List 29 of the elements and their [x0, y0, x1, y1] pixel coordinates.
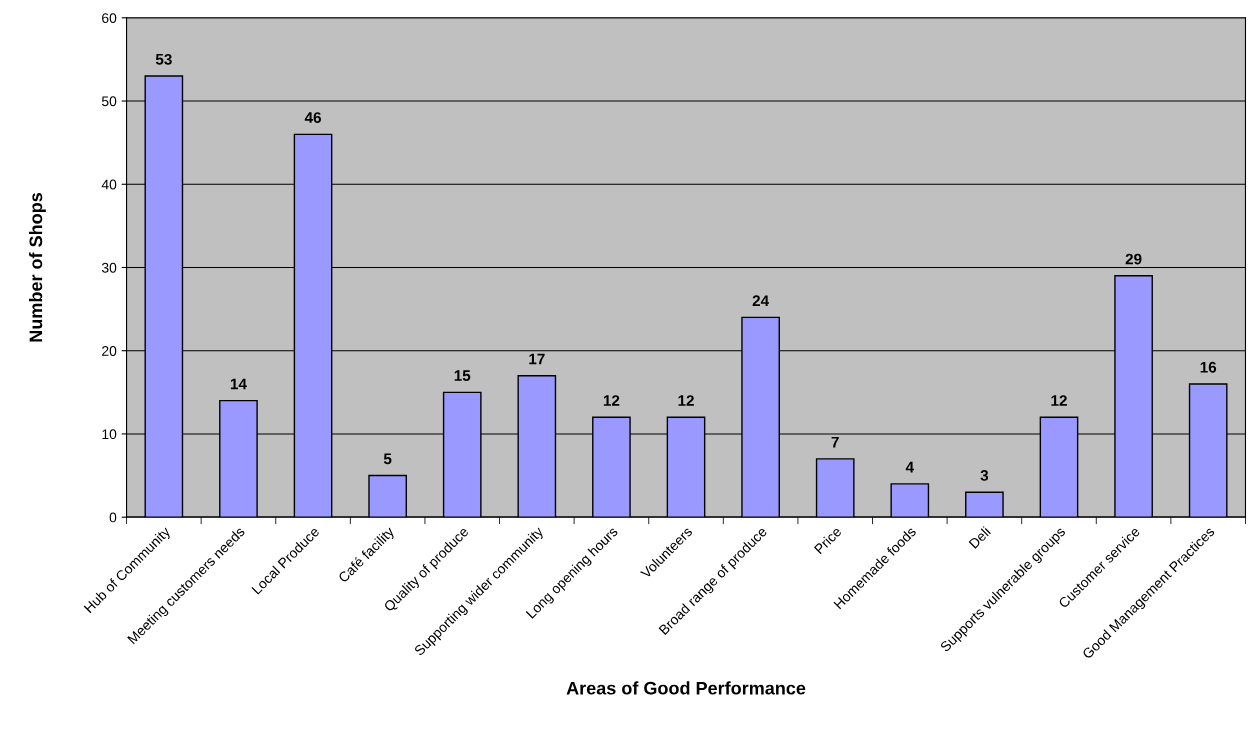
y-tick-label: 60	[102, 13, 117, 23]
y-axis-title: Number of Shops	[29, 192, 46, 342]
y-tick-label: 20	[102, 346, 117, 356]
data-label: 5	[383, 453, 392, 465]
bar	[890, 483, 930, 518]
data-label: 15	[454, 370, 471, 381]
y-tick-label: 0	[109, 512, 117, 523]
data-label: 12	[603, 395, 620, 406]
data-label: 3	[980, 470, 989, 481]
data-label: 16	[1200, 361, 1217, 373]
data-label: 46	[304, 112, 321, 123]
bar	[368, 474, 407, 518]
data-label: 24	[752, 295, 770, 306]
data-label: 29	[1125, 253, 1142, 265]
y-tick-label: 50	[101, 96, 117, 107]
y-tick-label: 10	[102, 429, 117, 440]
data-label: 7	[831, 436, 839, 448]
y-tick-label: 40	[101, 179, 117, 190]
data-label: 53	[155, 53, 172, 65]
data-label: 4	[905, 461, 914, 473]
x-axis-title: Areas of Good Performance	[566, 681, 806, 695]
bar	[965, 491, 1004, 518]
bar	[815, 458, 855, 518]
data-label: 14	[230, 378, 247, 390]
data-label: 12	[1051, 395, 1067, 406]
data-label: 17	[529, 353, 545, 365]
y-tick-label: 30	[101, 262, 117, 273]
data-label: 12	[678, 395, 694, 406]
x-tick-label: Deli	[968, 526, 991, 549]
